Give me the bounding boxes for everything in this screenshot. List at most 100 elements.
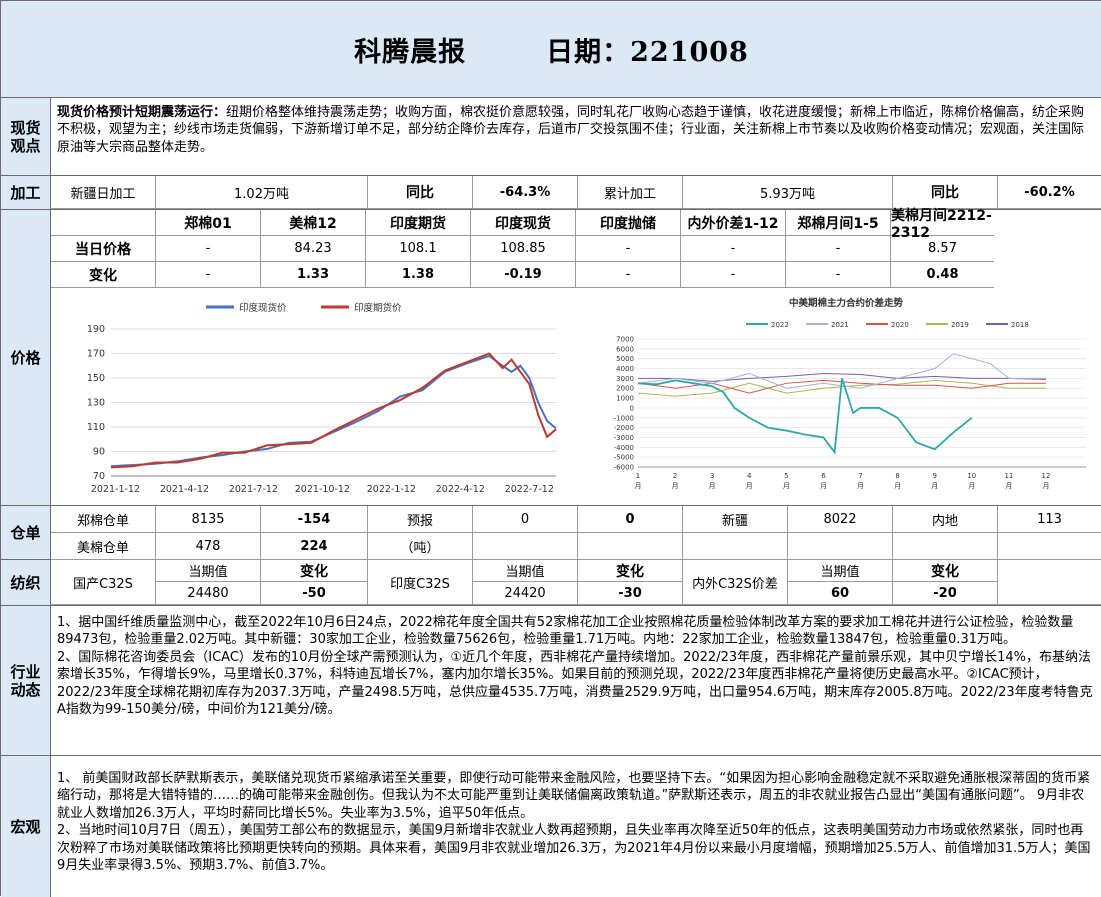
price-change-label: 变化 bbox=[51, 262, 156, 288]
x-tick-label: 8 bbox=[895, 472, 899, 480]
textile-spread-h1: 当期值 bbox=[788, 560, 893, 582]
x-tick-label: 2022-1-12 bbox=[367, 484, 416, 495]
warehouse-section: 仓单 郑棉仓单 8135 -154 预报 0 0 新疆 8022 内地 113 美棉仓单 478 224… bbox=[1, 506, 1101, 560]
zc-warehouse-change: -154 bbox=[261, 506, 368, 533]
warehouse-blank-9 bbox=[998, 533, 1101, 560]
zc-warehouse-value: 8135 bbox=[156, 506, 261, 533]
x-tick-label-unit: 月 bbox=[746, 482, 753, 490]
textile-domestic-v2: -50 bbox=[261, 582, 368, 605]
processing-daily-value: 1.02万吨 bbox=[156, 176, 368, 209]
zc-warehouse-label: 郑棉仓单 bbox=[51, 506, 156, 533]
x-tick-label-unit: 月 bbox=[894, 482, 901, 490]
price-today-1: 84.23 bbox=[261, 236, 366, 262]
x-tick-label: 2021-1-12 bbox=[91, 484, 140, 495]
series-line-印度期货价 bbox=[110, 352, 557, 469]
y-tick-label: 170 bbox=[87, 349, 105, 360]
x-tick-label: 1 bbox=[636, 472, 640, 480]
processing-section: 加工 新疆日加工 1.02万吨 同比 -64.3% 累计加工 5.93万吨 同比… bbox=[1, 176, 1101, 210]
legend-label: 2022 bbox=[771, 321, 789, 329]
y-tick-label: -6000 bbox=[614, 464, 634, 472]
y-tick-label: 90 bbox=[93, 447, 105, 458]
series-line-2021 bbox=[637, 353, 1046, 389]
legend-label: 2021 bbox=[831, 321, 849, 329]
industry-section: 行业 动态 1、据中国纤维质量监测中心，截至2022年10月6日24点，2022棉… bbox=[1, 606, 1101, 756]
x-tick-label-unit: 月 bbox=[672, 482, 679, 490]
y-tick-label: 130 bbox=[87, 398, 105, 409]
y-tick-label: 190 bbox=[87, 324, 105, 335]
price-today-label: 当日价格 bbox=[51, 236, 156, 262]
legend-label: 2020 bbox=[891, 321, 909, 329]
x-tick-label-unit: 月 bbox=[709, 482, 716, 490]
forecast-change: 0 bbox=[578, 506, 683, 533]
warehouse-blank-8 bbox=[893, 533, 998, 560]
y-tick-label: 3000 bbox=[616, 375, 634, 383]
processing-label: 加工 bbox=[1, 176, 51, 209]
y-tick-label: 6000 bbox=[616, 345, 634, 353]
y-tick-label: -5000 bbox=[614, 454, 634, 462]
india-price-chart-svg: 70 90 110 130 150 170 190 2021-1-12 2021-4-12 202… bbox=[87, 302, 557, 495]
warehouse-blank-4 bbox=[473, 533, 578, 560]
x-tick-label: 6 bbox=[821, 472, 826, 480]
x-tick-label-unit: 月 bbox=[1005, 482, 1012, 490]
macro-paragraph-2: 2、当地时间10月7日（周五），美国劳工部公布的数据显示，美国9月新增非农就业人… bbox=[57, 823, 1091, 874]
macro-paragraph-1: 1、 前美国财政部长萨默斯表示，美联储兑现货币紧缩承诺至关重要，即使行动可能带来… bbox=[57, 771, 1091, 821]
price-today-0: - bbox=[156, 236, 261, 262]
price-header-1: 美棉12 bbox=[261, 210, 366, 236]
price-header-5: 内外价差1-12 bbox=[681, 210, 786, 236]
legend-label: 印度现货价 bbox=[239, 302, 287, 314]
spot-view-body: 纽期价格整体维持震荡走势；收购方面，棉农挺价意愿较强，同时轧花厂收购心态趋于谨慎… bbox=[57, 105, 1085, 155]
us-warehouse-change: 224 bbox=[261, 533, 368, 560]
y-tick-label: 5000 bbox=[616, 355, 634, 363]
price-change-5: - bbox=[681, 262, 786, 288]
y-tick-label: -1000 bbox=[614, 414, 634, 422]
price-today-7: 8.57 bbox=[891, 236, 994, 262]
price-header-2: 印度期货 bbox=[366, 210, 471, 236]
x-tick-label-unit: 月 bbox=[635, 482, 642, 490]
textile-india-h2: 变化 bbox=[578, 560, 683, 582]
x-tick-label: 10 bbox=[967, 472, 976, 480]
x-tick-label: 3 bbox=[710, 472, 714, 480]
price-change-7: 0.48 bbox=[891, 262, 994, 288]
y-tick-label: -2000 bbox=[614, 424, 634, 432]
x-tick-label: 2022-4-12 bbox=[436, 484, 485, 495]
x-tick-label: 11 bbox=[1004, 472, 1013, 480]
industry-paragraph-1: 1、据中国纤维质量监测中心，截至2022年10月6日24点，2022棉花年度全国… bbox=[57, 615, 1074, 648]
processing-cumulative-value: 5.93万吨 bbox=[683, 176, 893, 209]
x-tick-label: 5 bbox=[784, 472, 788, 480]
xinjiang-label: 新疆 bbox=[683, 506, 788, 533]
x-tick-label: 12 bbox=[1042, 472, 1051, 480]
textile-label: 纺织 bbox=[1, 560, 51, 605]
price-header-3: 印度现货 bbox=[471, 210, 576, 236]
series-line-2022 bbox=[637, 378, 973, 455]
price-label: 价格 bbox=[1, 210, 51, 505]
legend-label: 2018 bbox=[1011, 321, 1029, 329]
processing-yoy-value: -64.3% bbox=[473, 176, 578, 209]
x-tick-label-unit: 月 bbox=[857, 482, 864, 490]
report-date: 日期：221008 bbox=[546, 36, 749, 68]
y-tick-label: 70 bbox=[93, 471, 105, 482]
y-tick-label: 110 bbox=[87, 422, 105, 433]
x-tick-label-unit: 月 bbox=[783, 482, 790, 490]
x-tick-label: 2021-4-12 bbox=[160, 484, 209, 495]
x-tick-label: 2021-7-12 bbox=[229, 484, 278, 495]
industry-paragraph-2: 2、国际棉花咨询委员会（ICAC）发布的10月份全球产需预测认为，①近几个年度，… bbox=[57, 649, 1093, 718]
us-warehouse-label: 美棉仓单 bbox=[51, 533, 156, 560]
textile-blank bbox=[998, 560, 1101, 605]
textile-domestic-h1: 当期值 bbox=[156, 560, 261, 582]
price-section: 价格 郑棉01 美棉12 印度期货 印度现货 印度抛储 内外价差1-12 郑棉月间1-5 美棉… bbox=[1, 208, 1101, 506]
y-tick-label: 7000 bbox=[616, 336, 634, 344]
spot-view-section: 现货 观点 现货价格预计短期震荡运行：纽期价格整体维持震荡走势；收购方面，棉农挺价… bbox=[1, 98, 1101, 176]
price-table: 郑棉01 美棉12 印度期货 印度现货 印度抛储 内外价差1-12 郑棉月间1-5 美棉月间2… bbox=[51, 208, 1101, 288]
textile-domestic-v1: 24480 bbox=[156, 582, 261, 605]
processing-yoy-label: 同比 bbox=[368, 176, 473, 209]
y-tick-label: 2000 bbox=[616, 385, 634, 393]
textile-spread-v2: -20 bbox=[893, 582, 998, 605]
warehouse-blank-5 bbox=[578, 533, 683, 560]
x-tick-label-unit: 月 bbox=[820, 482, 827, 490]
report-header: 科腾晨报 日期：221008 bbox=[1, 1, 1101, 98]
price-header-blank bbox=[51, 210, 156, 236]
price-header-7: 美棉月间2212-2312 bbox=[891, 208, 994, 241]
price-today-4: - bbox=[576, 236, 681, 262]
